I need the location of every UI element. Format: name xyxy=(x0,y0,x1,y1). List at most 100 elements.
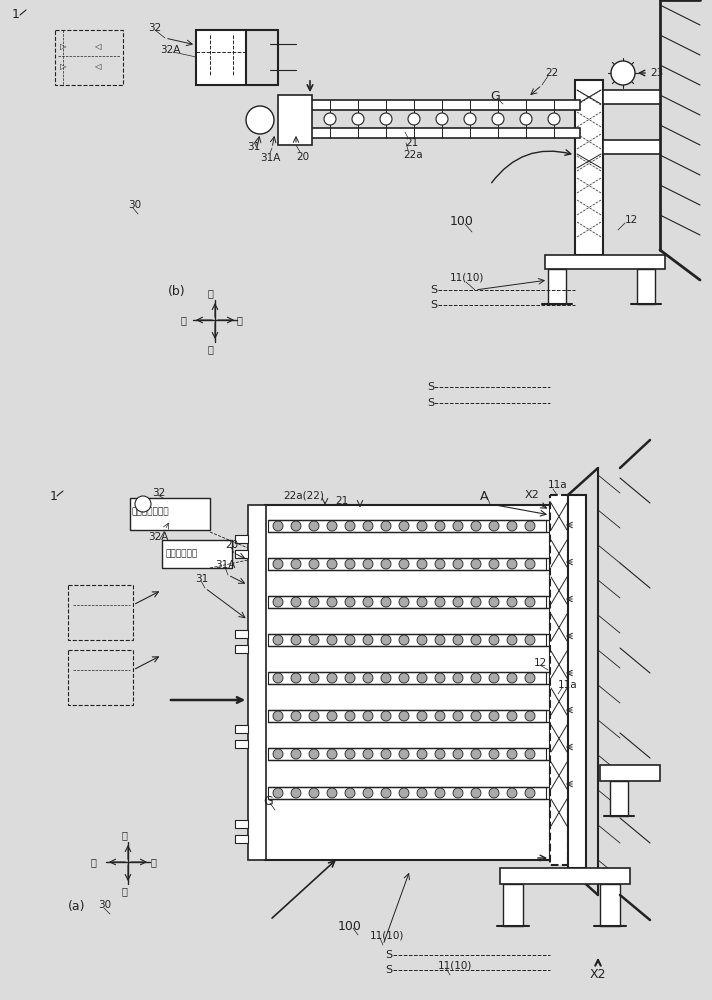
Circle shape xyxy=(489,635,499,645)
Circle shape xyxy=(345,788,355,798)
Circle shape xyxy=(381,749,391,759)
Circle shape xyxy=(507,521,517,531)
Circle shape xyxy=(309,635,319,645)
Circle shape xyxy=(309,673,319,683)
Circle shape xyxy=(381,788,391,798)
Bar xyxy=(600,765,660,781)
Bar xyxy=(268,672,546,684)
Circle shape xyxy=(352,113,364,125)
Bar xyxy=(235,645,248,653)
Circle shape xyxy=(525,521,535,531)
Circle shape xyxy=(345,749,355,759)
Bar xyxy=(55,30,123,85)
Bar xyxy=(550,495,568,865)
Circle shape xyxy=(381,521,391,531)
Bar xyxy=(600,884,620,926)
Text: 32: 32 xyxy=(148,23,161,33)
Circle shape xyxy=(525,711,535,721)
Circle shape xyxy=(489,788,499,798)
Circle shape xyxy=(507,597,517,607)
Circle shape xyxy=(417,749,427,759)
Circle shape xyxy=(489,711,499,721)
Circle shape xyxy=(507,788,517,798)
Text: 1: 1 xyxy=(50,490,58,503)
Circle shape xyxy=(471,635,481,645)
Circle shape xyxy=(399,749,409,759)
Circle shape xyxy=(324,113,336,125)
Circle shape xyxy=(417,711,427,721)
Circle shape xyxy=(345,711,355,721)
Bar xyxy=(503,884,523,926)
Circle shape xyxy=(489,597,499,607)
Circle shape xyxy=(453,597,463,607)
Circle shape xyxy=(363,521,373,531)
Circle shape xyxy=(381,635,391,645)
Circle shape xyxy=(525,559,535,569)
Circle shape xyxy=(273,788,283,798)
Text: 12: 12 xyxy=(534,658,548,668)
Circle shape xyxy=(453,788,463,798)
Circle shape xyxy=(291,521,301,531)
Bar xyxy=(545,255,665,269)
Bar xyxy=(268,634,546,646)
Circle shape xyxy=(381,673,391,683)
Text: 22a: 22a xyxy=(403,150,423,160)
Text: 下: 下 xyxy=(121,886,127,896)
Text: X2: X2 xyxy=(525,490,540,500)
Circle shape xyxy=(399,559,409,569)
Circle shape xyxy=(363,673,373,683)
Circle shape xyxy=(453,711,463,721)
Circle shape xyxy=(309,597,319,607)
Text: S: S xyxy=(385,965,392,975)
Circle shape xyxy=(381,711,391,721)
Bar xyxy=(196,30,246,85)
Circle shape xyxy=(363,711,373,721)
Bar xyxy=(235,835,248,843)
Text: 前: 前 xyxy=(207,344,213,354)
Bar xyxy=(235,725,248,733)
Circle shape xyxy=(435,673,445,683)
Circle shape xyxy=(611,61,635,85)
Circle shape xyxy=(273,749,283,759)
Circle shape xyxy=(548,113,560,125)
Circle shape xyxy=(417,597,427,607)
Circle shape xyxy=(435,597,445,607)
Text: S: S xyxy=(427,398,434,408)
Circle shape xyxy=(327,673,337,683)
Circle shape xyxy=(363,559,373,569)
Text: 23: 23 xyxy=(650,68,664,78)
Text: 20: 20 xyxy=(296,152,309,162)
Bar xyxy=(500,868,630,884)
Circle shape xyxy=(399,711,409,721)
Text: 左: 左 xyxy=(180,315,186,325)
Circle shape xyxy=(453,673,463,683)
Bar xyxy=(248,505,266,860)
Circle shape xyxy=(309,559,319,569)
Bar xyxy=(268,596,546,608)
Circle shape xyxy=(435,711,445,721)
Text: 11(10): 11(10) xyxy=(450,272,484,282)
Circle shape xyxy=(464,113,476,125)
Circle shape xyxy=(291,711,301,721)
Circle shape xyxy=(381,597,391,607)
Circle shape xyxy=(453,749,463,759)
Text: A: A xyxy=(480,490,488,503)
Text: 32: 32 xyxy=(152,488,165,498)
Bar xyxy=(603,140,660,154)
Circle shape xyxy=(489,749,499,759)
Circle shape xyxy=(399,673,409,683)
Circle shape xyxy=(453,559,463,569)
Circle shape xyxy=(291,597,301,607)
Circle shape xyxy=(453,521,463,531)
Circle shape xyxy=(363,788,373,798)
Text: 11(10): 11(10) xyxy=(370,930,404,940)
Circle shape xyxy=(327,559,337,569)
Bar xyxy=(603,90,660,104)
Circle shape xyxy=(507,711,517,721)
Circle shape xyxy=(525,597,535,607)
Text: 22a(22): 22a(22) xyxy=(283,490,324,500)
Circle shape xyxy=(363,635,373,645)
Circle shape xyxy=(453,635,463,645)
Bar xyxy=(568,495,586,868)
Circle shape xyxy=(273,711,283,721)
